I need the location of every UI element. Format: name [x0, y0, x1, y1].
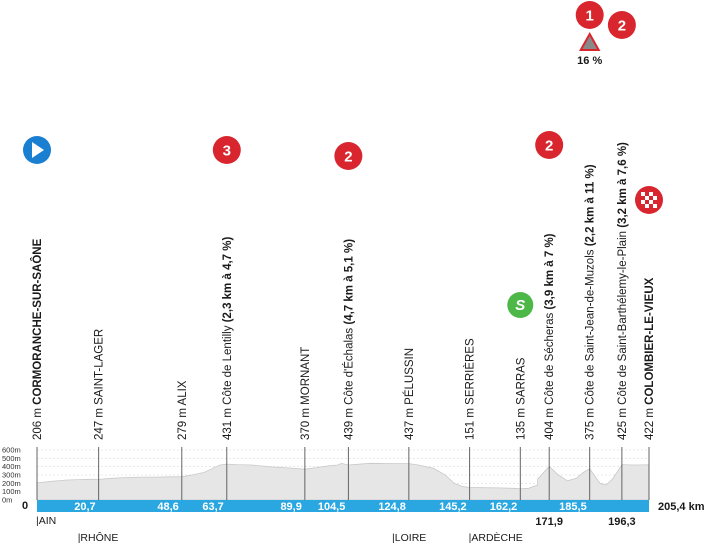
waypoint-name: Côte de Sécheras: [544, 313, 556, 405]
region-label: |AIN: [36, 515, 56, 527]
waypoint-name: COLOMBIER-LE-VIEUX: [644, 277, 656, 404]
climb-category-number: 3: [223, 143, 231, 160]
waypoint-label: 425 m Côte de Saint-Barthélemy-le-Plain …: [617, 142, 629, 440]
waypoint-altitude: 439 m: [343, 405, 355, 440]
climb-category-2-badge: 2: [607, 11, 636, 39]
climb-and-sprint-icons: 3 2 2 1 16 % 2 S: [23, 1, 663, 318]
waypoint-altitude: 431 m: [222, 405, 234, 440]
altitude-tick-label: 500m: [2, 454, 21, 463]
km-labels: 20,7 48,6 63,7 89,9 104,5 124,8 145,2 162,2 185,…: [74, 501, 635, 528]
waypoint-label: 151 m SERRIÈRES: [464, 338, 477, 440]
waypoint-altitude: 206 m: [32, 405, 44, 440]
waypoint-altitude: 370 m: [300, 405, 312, 440]
waypoint-label: 431 m Côte de Lentilly (2,3 km à 4,7 %): [222, 237, 234, 440]
waypoint-name: CORMORANCHE-SUR-SAÔNE: [31, 238, 44, 404]
waypoint-label: 370 m MORNANT: [300, 347, 312, 440]
waypoint-altitude: 404 m: [544, 405, 556, 440]
km-label: 89,9: [280, 501, 301, 513]
waypoint-label: 375 m Côte de Saint-Jean-de-Muzols (2,2 …: [585, 164, 597, 440]
waypoint-label: 422 m COLOMBIER-LE-VIEUX: [644, 277, 656, 440]
start-play-icon: [23, 136, 51, 164]
climb-category-2-badge: 2: [535, 131, 564, 159]
region-labels: |AIN |RHÔNE |LOIRE |ARDÈCHE: [36, 515, 523, 544]
waypoint-label: 439 m Côte d'Échalas (4,7 km à 5,1 %): [342, 239, 355, 440]
waypoint-label: 404 m Côte de Sécheras (3,9 km à 7 %): [544, 233, 556, 440]
finish-flag-icon: [635, 186, 663, 214]
km-label: 196,3: [608, 516, 636, 528]
waypoint-name: Côte d'Échalas: [342, 328, 355, 405]
waypoint-name: SARRAS: [515, 357, 527, 405]
waypoint-name: Côte de Saint-Jean-de-Muzols: [585, 249, 597, 405]
climb-category-2-badge: 2: [334, 142, 363, 170]
intermediate-sprint-icon: S: [507, 292, 534, 318]
climb-details: (4,7 km à 5,1 %): [343, 239, 355, 328]
climb-details: (3,2 km à 7,6 %): [617, 142, 629, 231]
climb-category-1-badge: 1: [575, 1, 604, 29]
region-label: |ARDÈCHE: [469, 531, 523, 544]
region-label: |LOIRE: [392, 532, 426, 544]
region-label: |RHÔNE: [78, 531, 119, 544]
climb-details: (2,3 km à 4,7 %): [222, 237, 234, 326]
waypoint-altitude: 437 m: [404, 405, 416, 440]
waypoint-altitude: 425 m: [617, 405, 629, 440]
climb-details: (3,9 km à 7 %): [544, 233, 556, 312]
climb-details: (2,2 km à 11 %): [585, 164, 597, 249]
waypoint-name: PÉLUSSIN: [403, 348, 416, 405]
climb-category-number: 2: [618, 18, 626, 35]
waypoint-name: SAINT-LAGER: [94, 329, 106, 405]
sprint-symbol: S: [515, 297, 525, 314]
km-label: 124,8: [378, 501, 406, 513]
total-distance-label: 205,4 km: [658, 501, 705, 513]
waypoint-name: ALIX: [177, 380, 189, 405]
altitude-tick-label: 300m: [2, 471, 21, 480]
waypoint-altitude: 375 m: [585, 405, 597, 440]
waypoint-name: SERRIÈRES: [464, 338, 477, 405]
waypoint-name: MORNANT: [300, 347, 312, 405]
waypoint-altitude: 151 m: [465, 405, 477, 440]
km-label: 145,2: [439, 501, 467, 513]
km-label: 171,9: [535, 516, 563, 528]
waypoint-name: Côte de Lentilly: [222, 325, 234, 405]
km-label: 20,7: [74, 501, 95, 513]
altitude-tick-label: 200m: [2, 479, 21, 488]
km-label: 63,7: [202, 501, 223, 513]
climb-category-3-badge: 3: [212, 136, 241, 164]
elevation-profile-area: [36, 462, 650, 501]
altitude-tick-label: 600m: [2, 446, 21, 455]
start-km-label: 0: [22, 500, 28, 512]
altitude-tick-label: 100m: [2, 487, 21, 496]
waypoint-label: 135 m SARRAS: [515, 357, 527, 440]
waypoint-label: 206 m CORMORANCHE-SUR-SAÔNE: [31, 238, 44, 440]
waypoint-label: 279 m ALIX: [177, 380, 189, 440]
km-label: 185,5: [559, 501, 587, 513]
waypoint-label: 247 m SAINT-LAGER: [94, 329, 106, 440]
steep-gradient-label: 16 %: [577, 55, 602, 67]
distance-bar: [37, 500, 649, 512]
waypoint-altitude: 247 m: [94, 405, 106, 440]
climb-category-number: 2: [545, 138, 553, 155]
waypoint-altitude: 135 m: [515, 405, 527, 440]
waypoint-altitude: 422 m: [644, 405, 656, 440]
waypoint-labels: 206 m CORMORANCHE-SUR-SAÔNE 247 m SAINT-L…: [31, 142, 656, 440]
altitude-tick-label: 0m: [2, 496, 12, 505]
altitude-tick-label: 400m: [2, 462, 21, 471]
km-label: 104,5: [318, 501, 346, 513]
waypoint-name: Côte de Saint-Barthélemy-le-Plain: [617, 231, 629, 405]
km-label: 48,6: [157, 501, 178, 513]
waypoint-label: 437 m PÉLUSSIN: [403, 348, 416, 440]
waypoint-markers: [36, 447, 650, 500]
km-label: 162,2: [490, 501, 518, 513]
waypoint-altitude: 279 m: [177, 405, 189, 440]
steep-gradient-icon: [578, 31, 601, 51]
climb-category-number: 1: [586, 8, 594, 25]
climb-category-number: 2: [344, 149, 352, 166]
